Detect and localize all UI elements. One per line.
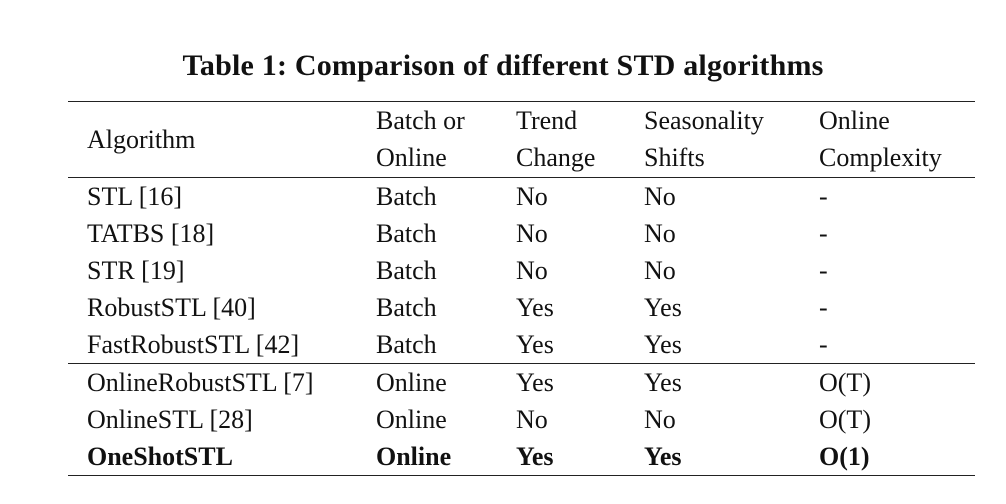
cell-online-complexity: - xyxy=(819,293,828,322)
cell-algorithm: RobustSTL [40] xyxy=(87,293,256,322)
header-trend-change-line1: Trend xyxy=(516,106,578,135)
cell-batch-or-online: Online xyxy=(376,438,516,476)
cell-trend-change: No xyxy=(516,219,548,248)
header-batch-or-online-line2: Online xyxy=(376,143,447,172)
table-caption: Table 1: Comparison of different STD alg… xyxy=(182,49,824,82)
header-algorithm: Algorithm xyxy=(68,101,376,178)
header-batch-or-online-line1: Batch or xyxy=(376,106,465,135)
cell-seasonality-shifts: Yes xyxy=(644,293,682,322)
header-seasonality-shifts-line1: Seasonality xyxy=(644,106,764,135)
cell-trend-change: No xyxy=(516,256,548,285)
cell-batch-or-online: Batch xyxy=(376,330,437,359)
cell-batch-or-online: Batch xyxy=(376,293,437,322)
cell-batch-or-online: Batch xyxy=(376,256,437,285)
header-seasonality-shifts: Seasonality Shifts xyxy=(644,101,819,178)
cell-seasonality-shifts: No xyxy=(644,219,676,248)
cell-batch-or-online: Online xyxy=(376,363,516,401)
cell-algorithm: FastRobustSTL [42] xyxy=(87,330,300,359)
cell-trend-change: No xyxy=(516,405,548,434)
header-trend-change: Trend Change xyxy=(516,101,644,178)
header-trend-change-line2: Change xyxy=(516,143,596,172)
cell-seasonality-shifts: Yes xyxy=(644,438,819,476)
table-header: Algorithm Batch or Online Trend Change S… xyxy=(68,101,975,178)
cell-algorithm: STL [16] xyxy=(87,182,183,211)
table-body: STL [16] Batch No No - TATBS [18] Batch … xyxy=(68,178,975,476)
header-online-complexity-line2: Complexity xyxy=(819,143,942,172)
cell-trend-change: Yes xyxy=(516,363,644,401)
header-seasonality-shifts-line2: Shifts xyxy=(644,143,705,172)
table-row: STR [19] Batch No No - xyxy=(68,252,975,289)
cell-online-complexity: - xyxy=(819,219,828,248)
cell-algorithm: OneShotSTL xyxy=(68,438,376,476)
cell-online-complexity: O(T) xyxy=(819,405,871,434)
header-online-complexity: Online Complexity xyxy=(819,101,975,178)
cell-seasonality-shifts: No xyxy=(644,405,676,434)
cell-online-complexity: - xyxy=(819,182,828,211)
cell-online-complexity: O(T) xyxy=(819,363,975,401)
cell-online-complexity: O(1) xyxy=(819,438,975,476)
cell-trend-change: Yes xyxy=(516,330,554,359)
cell-seasonality-shifts: No xyxy=(644,256,676,285)
table-row-highlighted: OneShotSTL Online Yes Yes O(1) xyxy=(68,438,975,476)
header-algorithm-text: Algorithm xyxy=(87,124,196,154)
cell-batch-or-online: Online xyxy=(376,405,447,434)
cell-seasonality-shifts: Yes xyxy=(644,363,819,401)
table-row: FastRobustSTL [42] Batch Yes Yes - xyxy=(68,326,975,364)
comparison-table: Algorithm Batch or Online Trend Change S… xyxy=(68,101,975,476)
table-row: OnlineRobustSTL [7] Online Yes Yes O(T) xyxy=(68,363,975,401)
cell-trend-change: Yes xyxy=(516,293,554,322)
header-row: Algorithm Batch or Online Trend Change S… xyxy=(68,101,975,178)
cell-trend-change: No xyxy=(516,182,548,211)
table-row: OnlineSTL [28] Online No No O(T) xyxy=(68,401,975,438)
table-row: TATBS [18] Batch No No - xyxy=(68,215,975,252)
cell-seasonality-shifts: Yes xyxy=(644,330,682,359)
table-row: STL [16] Batch No No - xyxy=(68,178,975,216)
table-row: RobustSTL [40] Batch Yes Yes - xyxy=(68,289,975,326)
table: Algorithm Batch or Online Trend Change S… xyxy=(68,101,975,476)
cell-online-complexity: - xyxy=(819,256,828,285)
cell-online-complexity: - xyxy=(819,330,828,359)
cell-algorithm: TATBS [18] xyxy=(87,219,215,248)
cell-algorithm: OnlineSTL [28] xyxy=(87,405,253,434)
header-batch-or-online: Batch or Online xyxy=(376,101,516,178)
cell-seasonality-shifts: No xyxy=(644,182,676,211)
header-online-complexity-line1: Online xyxy=(819,106,890,135)
cell-algorithm: OnlineRobustSTL [7] xyxy=(68,363,376,401)
cell-algorithm: STR [19] xyxy=(87,256,185,285)
cell-trend-change: Yes xyxy=(516,438,644,476)
cell-batch-or-online: Batch xyxy=(376,182,437,211)
cell-batch-or-online: Batch xyxy=(376,219,437,248)
